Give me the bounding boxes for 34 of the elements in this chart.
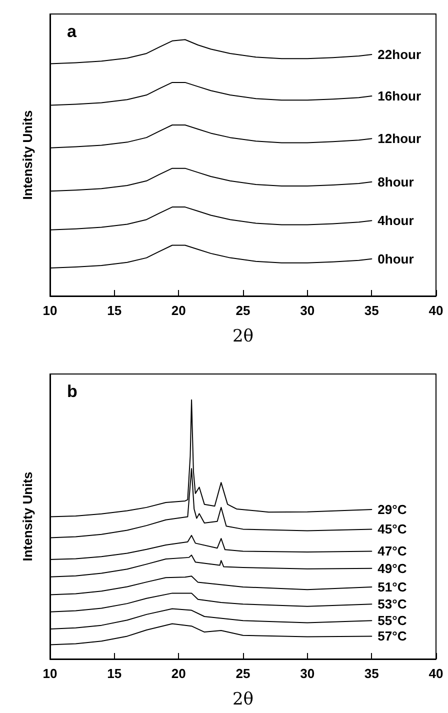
x-tick-label: 20 bbox=[171, 666, 186, 681]
x-tick-label: 20 bbox=[171, 303, 186, 318]
series-label: 29°C bbox=[378, 502, 408, 518]
series-label: 53°C bbox=[378, 596, 408, 612]
series-label: 51°C bbox=[378, 579, 408, 594]
x-tick-label: 40 bbox=[428, 666, 444, 681]
x-tick-label: 30 bbox=[300, 666, 315, 681]
x-tick-label: 40 bbox=[428, 303, 444, 318]
series-label: 4hour bbox=[378, 213, 414, 228]
x-axis-title: 2θ bbox=[232, 326, 254, 346]
series-label: 12hour bbox=[378, 131, 422, 146]
series-label: 22hour bbox=[378, 47, 422, 62]
x-tick-label: 30 bbox=[300, 303, 315, 318]
x-tick-label: 15 bbox=[107, 666, 122, 681]
series-label: 49°C bbox=[378, 560, 408, 576]
x-tick-label: 15 bbox=[107, 303, 122, 318]
series-label: 47°C bbox=[378, 544, 408, 559]
y-axis-title: Intensity Units bbox=[20, 110, 35, 200]
x-tick-label: 35 bbox=[364, 666, 379, 681]
series-label: 55°C bbox=[378, 613, 408, 628]
series-label: 45°C bbox=[378, 522, 408, 537]
series-label: 0hour bbox=[378, 251, 414, 266]
x-tick-label: 25 bbox=[236, 303, 250, 318]
y-axis-title: Intensity Units bbox=[20, 472, 35, 562]
series-label: 57°C bbox=[378, 628, 408, 644]
x-tick-label: 25 bbox=[236, 666, 250, 681]
x-tick-label: 35 bbox=[364, 303, 379, 318]
series-label: 8hour bbox=[378, 174, 414, 190]
x-tick-label: 10 bbox=[42, 303, 58, 318]
series-label: 16hour bbox=[378, 88, 422, 104]
x-tick-label: 10 bbox=[42, 666, 58, 681]
x-axis-title: 2θ bbox=[232, 690, 254, 710]
chart-title: a bbox=[67, 22, 77, 41]
chart-title: b bbox=[67, 382, 78, 401]
